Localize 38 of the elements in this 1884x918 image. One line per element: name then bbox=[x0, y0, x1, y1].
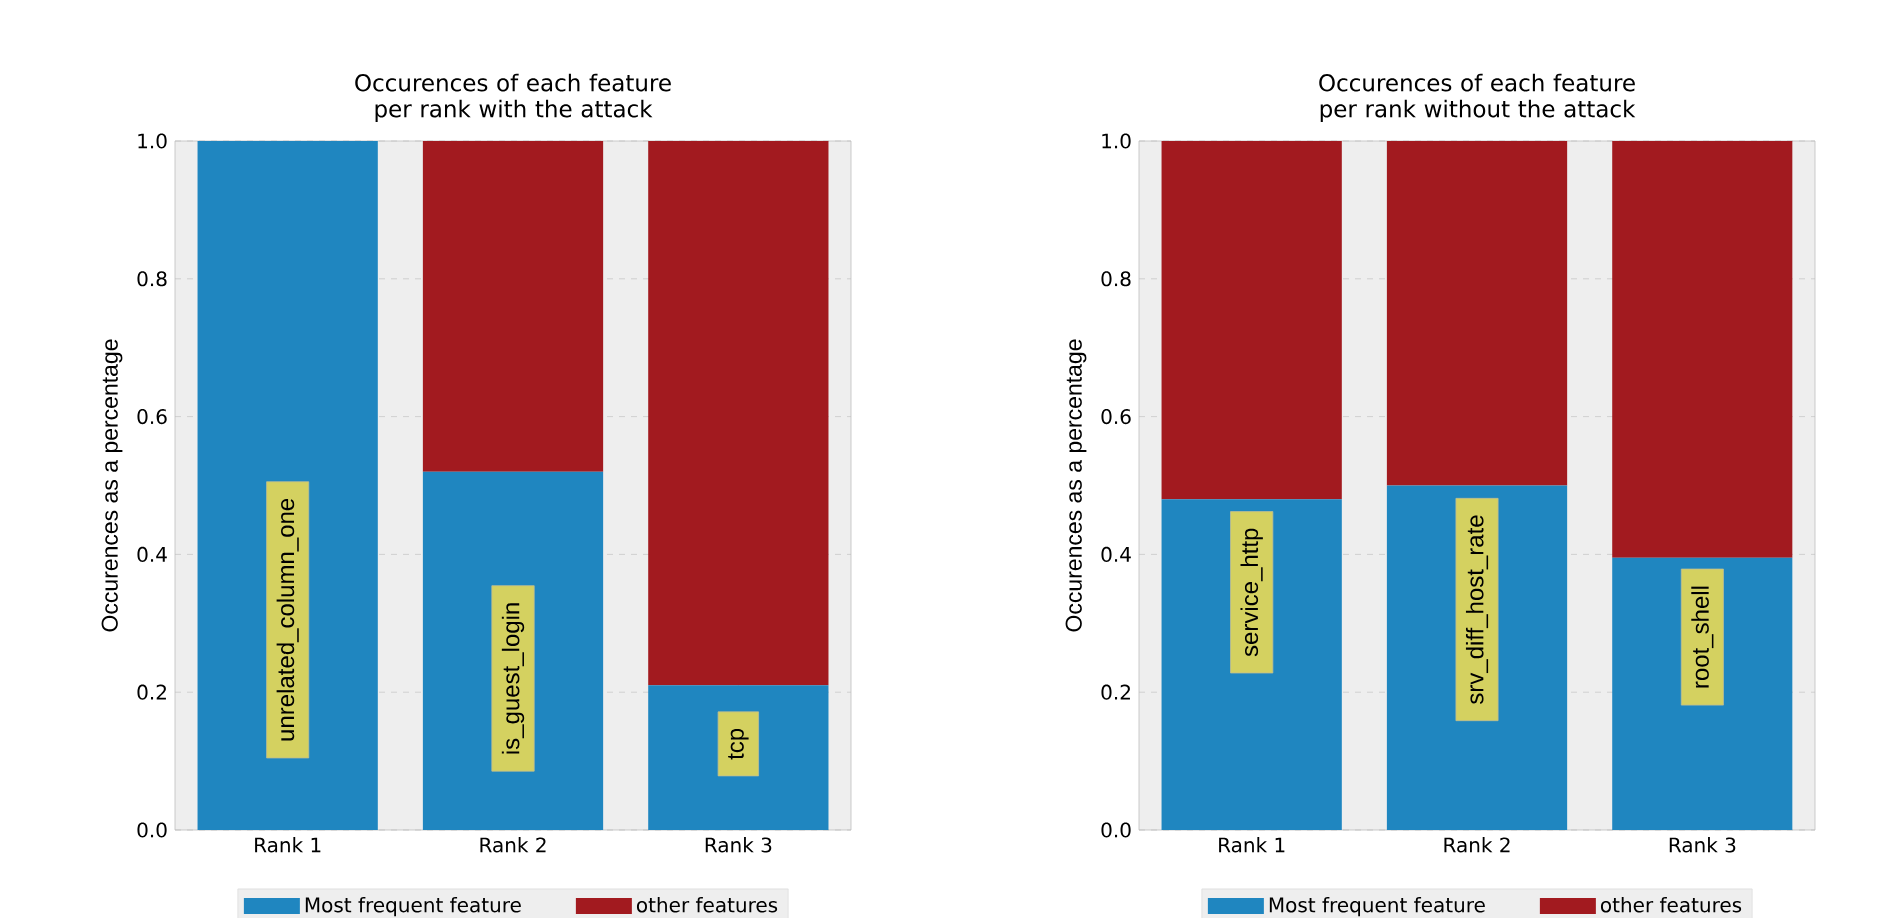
y-tick-label: 0.0 bbox=[1101, 822, 1131, 838]
legend-label: Most frequent feature bbox=[305, 896, 521, 917]
y-axis-title: Occurences as a percentage bbox=[101, 339, 123, 632]
y-tick-label: 0.2 bbox=[137, 684, 166, 700]
annotation: service_http bbox=[1240, 528, 1263, 657]
bar bbox=[422, 141, 604, 472]
annotation: tcp bbox=[728, 728, 749, 760]
bar bbox=[648, 141, 829, 686]
annotation: root_shell bbox=[1691, 586, 1714, 688]
y-tick-label: 0.4 bbox=[1101, 546, 1131, 562]
y-tick-label: 0.4 bbox=[137, 546, 167, 562]
chart-title: Occurences of each feature per rank without the attack bbox=[1319, 73, 1636, 122]
x-tick-label: Rank 2 bbox=[480, 837, 546, 853]
legend-label: Most frequent feature bbox=[1269, 896, 1485, 917]
y-tick-label: 0.0 bbox=[137, 822, 167, 838]
annotation: srv_diff_host_rate bbox=[1465, 515, 1489, 705]
y-tick-label: 1.0 bbox=[1102, 133, 1131, 149]
y-tick-label: 0.8 bbox=[137, 271, 167, 287]
x-tick-label: Rank 3 bbox=[1669, 837, 1736, 853]
bar bbox=[1386, 141, 1568, 486]
legend-label: other features bbox=[1600, 896, 1742, 913]
annotation: unrelated_column_one bbox=[276, 498, 299, 741]
x-tick-label: Rank 2 bbox=[1444, 837, 1510, 853]
annotation: is_guest_login bbox=[501, 603, 525, 754]
y-tick-label: 1.0 bbox=[138, 133, 167, 149]
y-tick-label: 0.8 bbox=[1101, 271, 1131, 287]
legend-label: other features bbox=[636, 896, 778, 913]
chart-title: Occurences of each feature per rank with the attack bbox=[355, 73, 671, 122]
y-tick-label: 0.6 bbox=[137, 409, 167, 425]
y-axis-title: Occurences as a percentage bbox=[1065, 339, 1087, 632]
x-tick-label: Rank 1 bbox=[1219, 837, 1285, 853]
x-tick-label: Rank 3 bbox=[705, 837, 772, 853]
y-tick-label: 0.6 bbox=[1101, 409, 1131, 425]
bar bbox=[1161, 141, 1342, 500]
x-tick-label: Rank 1 bbox=[255, 837, 321, 853]
bar bbox=[197, 141, 378, 830]
bar bbox=[1612, 141, 1793, 558]
y-tick-label: 0.2 bbox=[1101, 684, 1130, 700]
